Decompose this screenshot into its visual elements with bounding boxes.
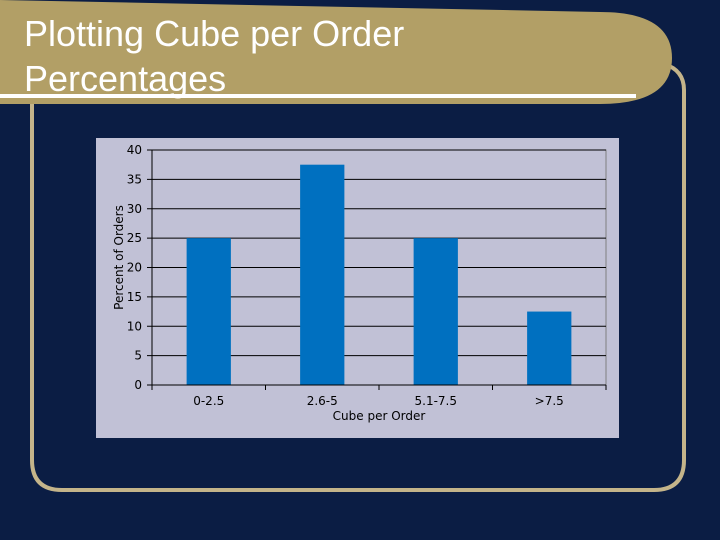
slide-title-line-2: Percentages (24, 58, 227, 99)
y-tick-label: 35 (127, 172, 142, 186)
bar (186, 238, 231, 385)
axis-layer: 0 5 10 15 20 25 30 35 40 0-2.5 2.6-5 5.1-7.5 >7.5 (127, 143, 607, 408)
title-banner (0, 0, 672, 104)
bar (300, 164, 345, 385)
bar-chart: 0 5 10 15 20 25 30 35 40 0-2.5 2.6-5 5.1-7.5 >7.5 Cu… (112, 143, 607, 423)
x-tick-label: 2.6-5 (307, 394, 338, 408)
y-tick-label: 25 (127, 231, 142, 245)
bar-layer (186, 164, 572, 385)
y-tick-label: 30 (127, 202, 142, 216)
chart-panel: 0 5 10 15 20 25 30 35 40 0-2.5 2.6-5 5.1-7.5 >7.5 Cu… (96, 138, 619, 438)
x-axis-title: Cube per Order (333, 409, 426, 423)
y-tick-label: 20 (127, 261, 142, 275)
y-tick-label: 0 (134, 378, 142, 392)
frame-outline (30, 62, 686, 492)
y-tick-label: 15 (127, 290, 142, 304)
slide-title-line-1: Plotting Cube per Order (24, 13, 405, 54)
y-tick-label: 5 (134, 349, 142, 363)
bar (527, 311, 572, 385)
y-tick-label: 40 (127, 143, 142, 157)
bar (413, 238, 458, 385)
y-axis-title: Percent of Orders (112, 205, 126, 310)
x-tick-label: 5.1-7.5 (415, 394, 458, 408)
x-tick-label: >7.5 (535, 394, 564, 408)
y-tick-label: 10 (127, 319, 142, 333)
x-tick-label: 0-2.5 (193, 394, 224, 408)
title-underline (0, 94, 636, 98)
